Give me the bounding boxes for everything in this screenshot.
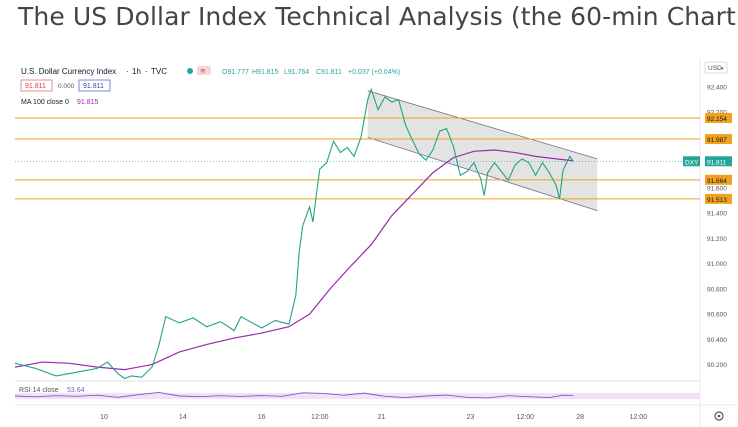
ticker-tag-label: DXY	[685, 159, 699, 166]
rsi-label[interactable]: RSI 14 close	[19, 387, 59, 394]
x-tick-label: 12:00	[517, 414, 535, 421]
x-tick-label: 12:00	[630, 414, 648, 421]
ma-value: 91.815	[77, 99, 99, 106]
rsi-value: 53.64	[67, 387, 85, 394]
y-tick-label: 91.000	[707, 261, 727, 268]
page-title: The US Dollar Index Technical Analysis (…	[18, 2, 738, 31]
chart-header: U.S. Dollar Currency Index · 1h · TVC ≋ …	[20, 66, 400, 106]
price-line[interactable]	[15, 87, 574, 380]
last-price-tag	[705, 156, 732, 167]
level-tag-label: 92.154	[707, 116, 727, 123]
ohlc-high: H91.815	[252, 69, 279, 76]
ticker-tag	[683, 156, 700, 167]
ohlc-close: C91.811	[316, 69, 342, 76]
chart-container[interactable]: U.S. Dollar Currency Index · 1h · TVC ≋ …	[15, 58, 738, 427]
gear-icon[interactable]	[714, 411, 724, 421]
level-tag	[705, 112, 732, 123]
x-tick-label: 21	[378, 414, 386, 421]
x-tick-label: 14	[179, 414, 187, 421]
rsi-line[interactable]	[15, 392, 574, 399]
ma-line[interactable]	[15, 149, 574, 371]
y-tick-label: 90.800	[707, 286, 727, 293]
ask-box[interactable]	[78, 79, 111, 92]
level-tag-label: 91.664	[707, 178, 727, 185]
y-tick-label: 90.200	[707, 362, 727, 369]
x-tick-label: 12:00	[311, 414, 329, 421]
symbol-flag-glyph: ≋	[200, 68, 206, 75]
y-tick-label: 92.400	[707, 84, 727, 91]
x-tick-label: 23	[467, 414, 475, 421]
market-status-icon	[187, 68, 193, 74]
bid-value: 91.811	[25, 83, 46, 90]
currency-button[interactable]	[704, 61, 728, 74]
separator-dot: ·	[145, 67, 148, 76]
y-tick-label: 90.400	[707, 337, 727, 344]
currency-button-label: USD	[708, 65, 722, 72]
symbol-name[interactable]: U.S. Dollar Currency Index	[21, 67, 116, 76]
symbol-flag-icon	[197, 66, 211, 75]
ohlc-change: +0.037 (+0.04%)	[348, 69, 400, 76]
rsi-band	[15, 392, 700, 400]
ask-value: 91.811	[83, 83, 104, 90]
x-tick-label: 28	[576, 414, 584, 421]
chevron-down-icon: ▾	[721, 66, 724, 72]
separator-dot: ·	[126, 67, 129, 76]
level-tag	[705, 134, 732, 145]
spread-value: 0.000	[58, 83, 75, 90]
y-tick-label: 91.400	[707, 211, 727, 218]
level-tag	[705, 193, 732, 204]
ohlc-low: L91.764	[284, 69, 309, 76]
level-tag	[705, 174, 732, 185]
price-chart[interactable]: U.S. Dollar Currency Index · 1h · TVC ≋ …	[15, 58, 738, 427]
x-tick-label: 10	[100, 414, 108, 421]
interval-label[interactable]: 1h	[132, 67, 141, 76]
last-price-tag-label: 91.811	[707, 159, 727, 166]
level-tag-label: 91.987	[707, 137, 727, 144]
level-tag-label: 91.513	[707, 197, 727, 204]
channel-upper-line[interactable]	[367, 90, 598, 160]
bid-box[interactable]	[20, 79, 53, 92]
y-tick-label: 90.600	[707, 312, 727, 319]
y-tick-label: 91.600	[707, 185, 727, 192]
y-tick-label: 91.200	[707, 236, 727, 243]
source-label: TVC	[151, 67, 167, 76]
x-tick-label: 16	[258, 414, 266, 421]
ma-label[interactable]: MA 100 close 0	[21, 99, 69, 106]
ohlc-open: O91.777	[222, 69, 249, 76]
